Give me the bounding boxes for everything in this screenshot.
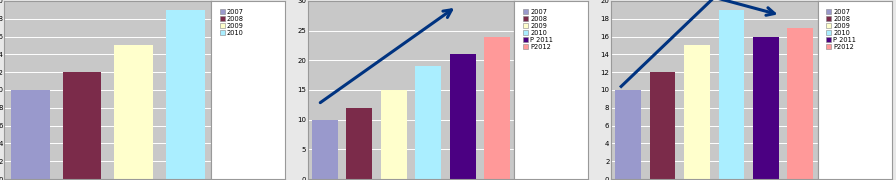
Bar (753, 37, 779, 179)
Bar (684, 45, 710, 179)
Bar (616, 90, 641, 179)
Bar (485, 37, 510, 179)
Legend: 2007, 2008, 2009, 2010: 2007, 2008, 2009, 2010 (219, 8, 246, 37)
Bar (650, 72, 676, 179)
Bar (416, 66, 441, 179)
Bar (347, 108, 372, 179)
Bar (719, 10, 745, 179)
Bar (11, 90, 49, 179)
Bar (166, 10, 205, 179)
Bar (450, 54, 476, 179)
Bar (115, 45, 153, 179)
Bar (788, 28, 814, 179)
Bar (381, 90, 407, 179)
Legend: 2007, 2008, 2009, 2010, P 2011, P2012: 2007, 2008, 2009, 2010, P 2011, P2012 (521, 8, 555, 51)
Legend: 2007, 2008, 2009, 2010, P 2011, P2012: 2007, 2008, 2009, 2010, P 2011, P2012 (824, 8, 857, 51)
Bar (312, 120, 338, 179)
Bar (63, 72, 101, 179)
